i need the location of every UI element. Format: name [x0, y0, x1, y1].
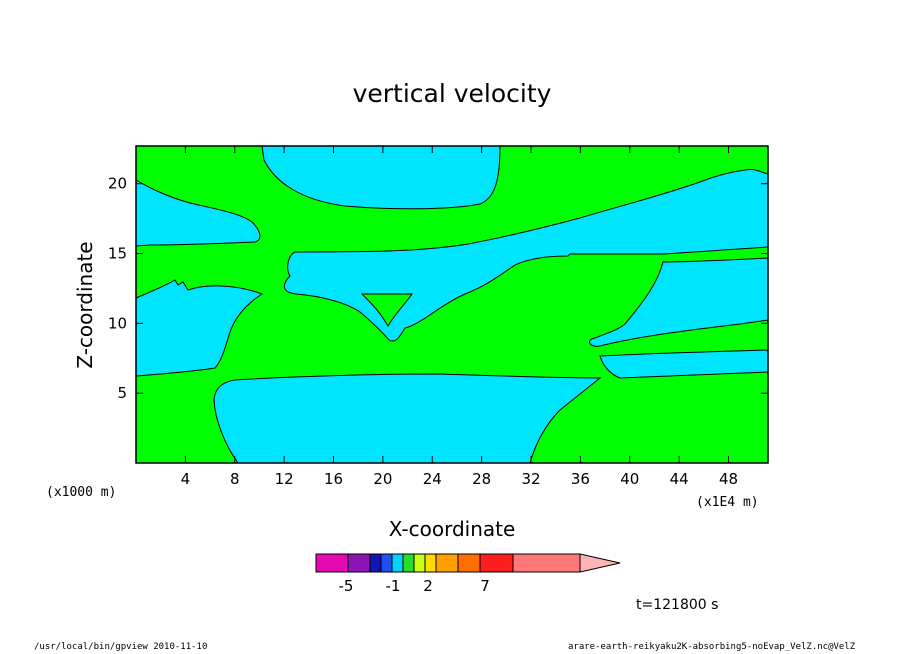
footer-left: /usr/local/bin/gpview 2010-11-10: [34, 642, 208, 652]
colorbar-swatch: [369, 553, 382, 573]
contour-region-top-cyan: [261, 146, 501, 210]
colorbar-swatch: [435, 553, 459, 573]
x-tick-label: 16: [324, 470, 343, 488]
y-tick-label: 10: [108, 314, 127, 332]
x-axis-label: X-coordinate: [389, 517, 516, 541]
colorbar-swatch: [512, 553, 581, 573]
y-tick-label: 15: [108, 245, 127, 263]
x-axis: 4 8 12 16 20 24 28 32 36 40 44 48: [181, 146, 738, 488]
x-tick-label: 44: [670, 470, 689, 488]
colorbar-tick-label: -1: [386, 577, 401, 595]
colorbar-labels: -5 -1 2 7: [339, 577, 490, 595]
y-tick-label: 20: [108, 175, 127, 193]
x-unit-left: (x1000 m): [46, 485, 116, 500]
colorbar-swatch: [391, 553, 404, 573]
contour-region-inner-green: [360, 293, 413, 327]
x-tick-label: 48: [719, 470, 738, 488]
x-tick-label: 4: [181, 470, 191, 488]
contour-region-upper-left-cyan: [136, 179, 261, 247]
x-tick-label: 20: [373, 470, 392, 488]
colorbar-swatch: [315, 553, 349, 573]
y-axis: 5 10 15 20: [108, 175, 768, 402]
x-tick-label: 24: [423, 470, 442, 488]
colorbar: [315, 553, 621, 573]
x-tick-label: 12: [275, 470, 294, 488]
contour-region-right-cyan: [589, 257, 768, 347]
colorbar-swatch: [457, 553, 481, 573]
colorbar-swatch: [413, 553, 426, 573]
colorbar-swatch: [402, 553, 415, 573]
y-axis-label: Z-coordinate: [73, 241, 97, 368]
time-label: t=121800 s: [636, 597, 718, 613]
colorbar-tick-label: -5: [339, 577, 354, 595]
contour-region-mid-left-cyan: [136, 279, 264, 377]
colorbar-swatch: [424, 553, 437, 573]
x-tick-label: 8: [230, 470, 240, 488]
footer-right: arare-earth-reikyaku2K-absorbing5-noEvap…: [568, 642, 856, 652]
x-tick-label: 32: [521, 470, 540, 488]
x-unit-right: (x1E4 m): [696, 495, 759, 510]
colorbar-swatch: [479, 553, 514, 573]
colorbar-tick-label: 2: [423, 577, 433, 595]
colorbar-extend-arrow: [579, 553, 621, 573]
x-tick-label: 28: [472, 470, 491, 488]
colorbar-swatch: [380, 553, 393, 573]
y-tick-label: 5: [117, 384, 127, 402]
colorbar-tick-label: 7: [480, 577, 490, 595]
contour-region-bottom-cyan: [213, 373, 602, 463]
plot-frame: [135, 145, 769, 464]
x-tick-label: 40: [620, 470, 639, 488]
contour-region-right-low-cyan: [599, 349, 768, 379]
contour-field: [136, 146, 768, 463]
colorbar-swatch: [347, 553, 371, 573]
chart-title: vertical velocity: [353, 79, 552, 108]
x-tick-label: 36: [571, 470, 590, 488]
